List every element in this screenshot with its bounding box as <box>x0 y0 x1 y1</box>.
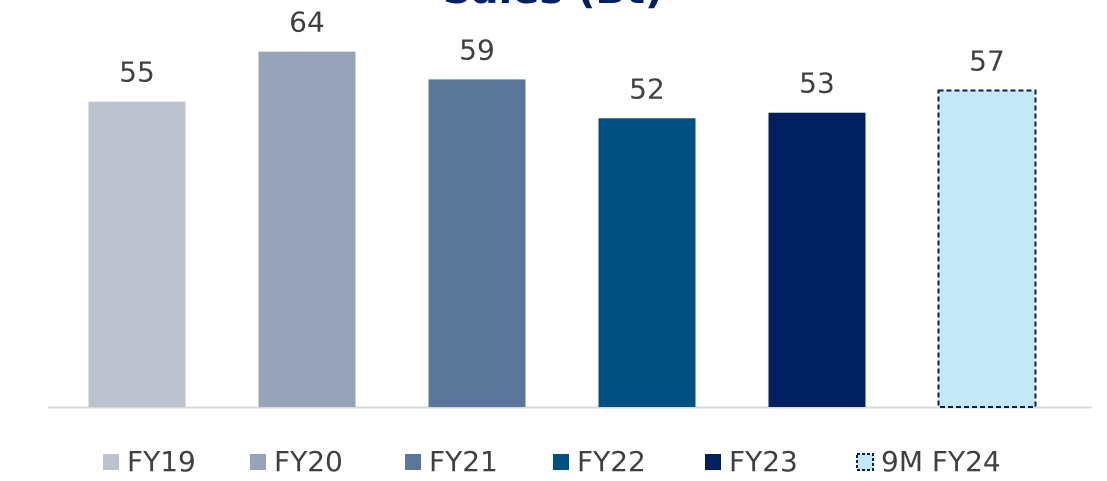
bar <box>258 51 356 407</box>
legend-swatch <box>705 454 721 470</box>
legend-label: FY19 <box>127 445 196 478</box>
legend-swatch <box>103 454 119 470</box>
data-label: 64 <box>289 6 325 39</box>
data-label: 55 <box>119 56 155 89</box>
legend-label: FY20 <box>274 445 343 478</box>
bar <box>428 79 526 407</box>
legend-swatch <box>250 454 266 470</box>
data-label: 52 <box>629 72 665 105</box>
data-label: 53 <box>799 67 835 100</box>
legend-label: 9M FY24 <box>881 445 1001 478</box>
data-label: 59 <box>459 33 495 66</box>
legend-label: FY23 <box>729 445 798 478</box>
legend-swatch <box>405 454 421 470</box>
data-label: 57 <box>969 45 1005 78</box>
legend-swatch <box>856 453 874 471</box>
legend-label: FY22 <box>577 445 646 478</box>
legend-label: FY21 <box>429 445 498 478</box>
bar <box>937 89 1037 409</box>
bar <box>598 118 696 407</box>
bar <box>88 101 186 408</box>
legend-swatch <box>553 454 569 470</box>
chart-title: Sales (Bt) <box>443 0 664 13</box>
bar <box>768 112 866 407</box>
